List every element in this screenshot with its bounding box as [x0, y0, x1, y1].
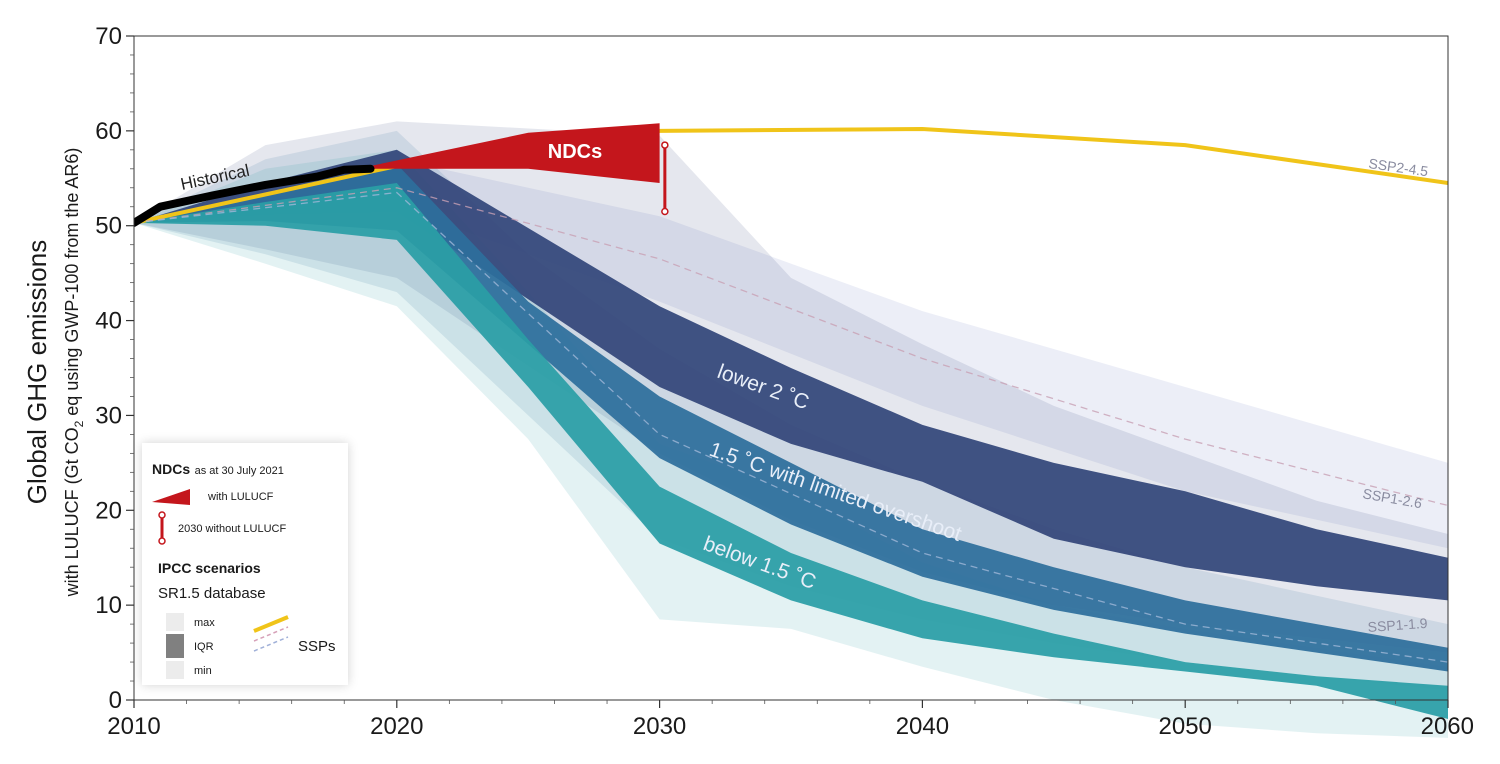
legend-min-swatch — [166, 661, 184, 679]
x-tick-label: 2010 — [107, 713, 160, 740]
y-tick-label: 30 — [95, 402, 122, 429]
x-tick-label: 2030 — [633, 713, 686, 740]
legend-ndc-wedge-icon — [152, 489, 190, 505]
legend-database: SR1.5 database — [158, 585, 266, 602]
y-tick-label: 60 — [95, 118, 122, 145]
legend-ssps-icon — [253, 615, 289, 652]
legend-ndcs-date: as at 30 July 2021 — [194, 465, 284, 477]
y-axis-subtitle: with LULUCF (Gt CO2 eq using GWP-100 fro… — [62, 148, 86, 598]
ssp-label-2: SSP1-1.9 — [1367, 615, 1428, 635]
y-tick-label: 20 — [95, 497, 122, 524]
ssp-line-2 — [134, 191, 1448, 663]
ndc-bar-bottom-cap — [661, 207, 669, 216]
legend-ssps-label: SSPs — [298, 638, 336, 655]
legend-max-label: max — [194, 617, 215, 629]
legend-ndcs-heading: NDCs as at 30 July 2021 — [152, 461, 284, 479]
plot-frame — [133, 35, 1449, 701]
x-tick-label: 2050 — [1159, 713, 1212, 740]
scenario-iqr-0 — [134, 149, 1448, 601]
legend-max-swatch — [166, 613, 184, 631]
x-tick-label: 2020 — [370, 713, 423, 740]
legend-iqr-swatch — [166, 634, 184, 658]
legend-ndcs-title: NDCs — [152, 461, 191, 477]
ssp1-2.6-band — [134, 159, 1448, 549]
y-tick-label: 0 — [109, 687, 122, 714]
chart-legend: NDCs as at 30 July 2021 with LULUCF 2030… — [142, 443, 348, 685]
ssp-line-0 — [134, 126, 1448, 225]
ndc-wedge — [370, 123, 660, 183]
ssp-line-1 — [134, 187, 1448, 507]
y-tick-label: 10 — [95, 592, 122, 619]
y-subtitle-part-2: eq using GWP-100 from the AR6) — [62, 148, 82, 421]
y-tick-label: 70 — [95, 23, 122, 50]
x-tick-label: 2060 — [1421, 713, 1474, 740]
legend-min-label: min — [194, 665, 212, 677]
legend-without-lulucf: 2030 without LULUCF — [178, 523, 287, 535]
historical-line — [134, 164, 375, 227]
y-subtitle-part-1: with LULUCF (Gt CO — [62, 427, 82, 597]
y-subtitle-subscript: 2 — [72, 420, 86, 427]
x-tick-label: 2040 — [896, 713, 949, 740]
y-tick-label: 40 — [95, 308, 122, 335]
legend-iqr-label: IQR — [194, 641, 214, 653]
legend-ipcc-title: IPCC scenarios — [158, 560, 261, 576]
y-tick-label: 50 — [95, 213, 122, 240]
ndc-label: NDCs — [548, 141, 602, 163]
legend-ndc-bar-icon — [158, 511, 166, 545]
legend-with-lulucf: with LULUCF — [208, 491, 274, 503]
ndc-bar-top-cap — [661, 141, 669, 149]
y-axis-title: Global GHG emissions — [22, 240, 52, 504]
